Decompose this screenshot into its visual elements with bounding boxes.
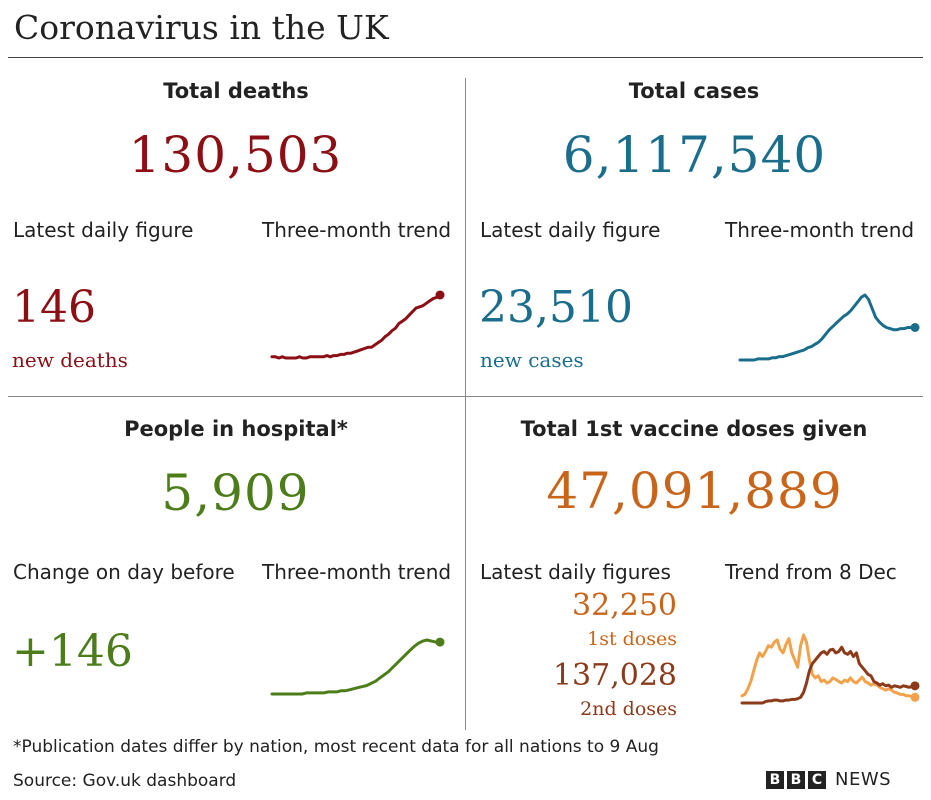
second-dose-unit: 2nd doses xyxy=(580,698,677,720)
hospital-heading: People in hospital* xyxy=(124,417,348,441)
vaccine-trend-end-point-1 xyxy=(910,681,920,691)
vaccine-trend-line-1 xyxy=(740,645,917,705)
cases-total: 6,117,540 xyxy=(562,126,827,184)
cases-trend-line-0 xyxy=(738,293,917,362)
hospital-trend-end-point-0 xyxy=(435,637,445,647)
vaccine-trend-label: Trend from 8 Dec xyxy=(725,560,897,584)
hospital-trend-line-0 xyxy=(270,638,442,696)
hospital-trend-label: Three-month trend xyxy=(262,560,452,584)
cases-latest-value: 23,510 xyxy=(479,282,633,333)
bbc-news-logo: B B C NEWS xyxy=(766,769,891,790)
deaths-latest-unit: new deaths xyxy=(12,348,128,372)
vaccine-trend-end-point-0 xyxy=(910,692,920,702)
logo-word: NEWS xyxy=(835,769,892,790)
title-rule xyxy=(8,57,923,58)
cases-trend-end-point-0 xyxy=(910,323,920,332)
page-title: Coronavirus in the UK xyxy=(14,8,389,47)
cases-latest-label: Latest daily figure xyxy=(480,218,661,242)
logo-letter: C xyxy=(808,770,826,789)
first-dose-value: 32,250 xyxy=(572,588,677,623)
vertical-divider xyxy=(465,78,466,730)
source-note: Source: Gov.uk dashboard xyxy=(13,771,237,791)
logo-letter: B xyxy=(787,770,805,789)
deaths-trend-line-0 xyxy=(270,293,442,360)
vaccine-latest-label: Latest daily figures xyxy=(480,560,671,584)
deaths-trend-end-point-0 xyxy=(435,290,445,300)
vaccine-trend-line-0 xyxy=(740,633,917,699)
hospital-latest-value: +146 xyxy=(12,626,133,677)
hospital-latest-label: Change on day before xyxy=(13,560,235,584)
vaccine-total: 47,091,889 xyxy=(546,462,843,520)
deaths-latest-label: Latest daily figure xyxy=(13,218,194,242)
deaths-latest-value: 146 xyxy=(12,282,96,333)
deaths-total: 130,503 xyxy=(128,126,343,184)
second-dose-value: 137,028 xyxy=(552,658,677,693)
logo-letter: B xyxy=(766,770,784,789)
horizontal-divider xyxy=(8,396,923,397)
cases-trend-label: Three-month trend xyxy=(725,218,915,242)
footnote: *Publication dates differ by nation, mos… xyxy=(13,737,659,757)
vaccine-heading: Total 1st vaccine doses given xyxy=(520,417,868,441)
first-dose-unit: 1st doses xyxy=(587,628,677,650)
deaths-heading: Total deaths xyxy=(163,79,309,103)
cases-heading: Total cases xyxy=(628,79,760,103)
cases-latest-unit: new cases xyxy=(480,348,584,372)
hospital-total: 5,909 xyxy=(161,464,310,522)
deaths-trend-label: Three-month trend xyxy=(262,218,452,242)
